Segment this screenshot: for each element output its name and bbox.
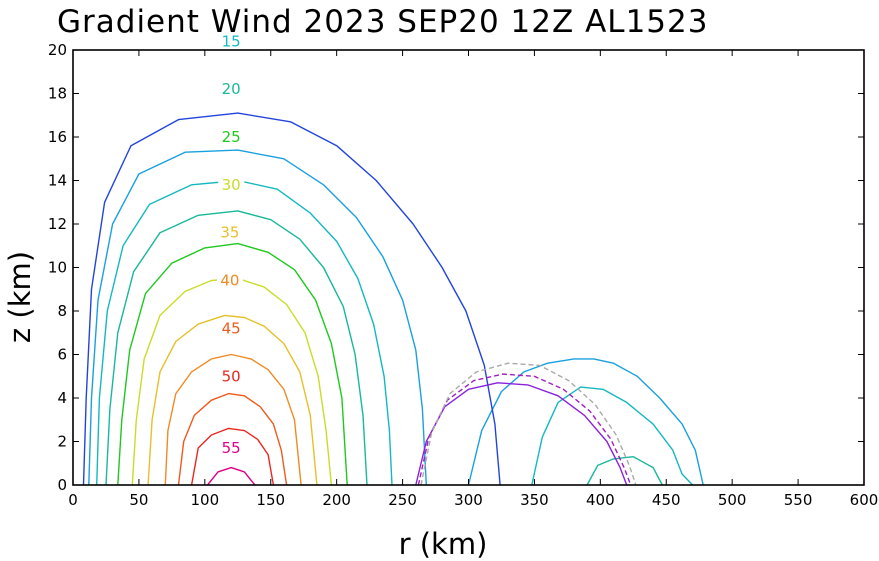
x-tick-label: 500 <box>718 491 747 509</box>
y-tick-label: 0 <box>57 476 67 494</box>
y-tick-label: 14 <box>48 172 67 190</box>
contour-label-40: 40 <box>220 272 239 290</box>
contour-label-bg <box>218 319 245 338</box>
y-tick-label: 6 <box>57 346 67 364</box>
contour-label-bg <box>218 439 245 458</box>
x-tick-label: 150 <box>256 491 285 509</box>
contour-line-10 <box>467 358 704 486</box>
contour-label-15: 15 <box>222 32 241 50</box>
contour-label-10: 10 <box>222 0 241 2</box>
contour-line-45 <box>177 392 288 486</box>
contour-label-20: 20 <box>222 80 241 98</box>
chart-title: Gradient Wind 2023 SEP20 12Z AL1523 <box>57 4 708 40</box>
x-tick-label: 50 <box>129 491 148 509</box>
contour-label-55: 55 <box>222 439 241 457</box>
y-tick-label: 20 <box>48 41 67 59</box>
contour-label-45: 45 <box>222 319 241 337</box>
contour-line-10 <box>88 149 427 486</box>
contour-label-bg <box>218 128 245 146</box>
x-axis-label: r (km) <box>399 527 488 561</box>
x-tick-label: 550 <box>784 491 813 509</box>
contour-label-bg <box>218 32 245 51</box>
contour-label-30: 30 <box>222 176 241 194</box>
contour-line-25 <box>117 242 348 486</box>
y-tick-label: 18 <box>48 85 67 103</box>
contour-line-35 <box>147 314 318 486</box>
contour-lines <box>82 112 704 486</box>
y-axis-ticks: 0 2 4 6 8 10 12 14 16 18 20 <box>48 41 864 494</box>
x-tick-label: 300 <box>454 491 483 509</box>
contour-label-bg <box>216 223 243 242</box>
x-tick-label: 0 <box>68 491 78 509</box>
contour-line-50 <box>190 427 275 486</box>
contour-label-bg <box>218 80 245 99</box>
x-tick-label: 350 <box>520 491 549 509</box>
contour-line-55 <box>206 466 256 486</box>
x-tick-label: 400 <box>586 491 615 509</box>
contour-label-bg <box>218 0 245 3</box>
contour-line-5 <box>82 112 501 486</box>
y-axis-label: z (km) <box>3 251 37 343</box>
contour-line--10 <box>420 362 637 486</box>
contour-label-35: 35 <box>220 224 239 242</box>
contour-label-25: 25 <box>222 128 241 146</box>
contour-label-bg <box>216 271 243 290</box>
contour-label-bg <box>218 367 245 386</box>
contour-labels: 5550454035302520151050-5-10 <box>216 0 245 458</box>
contour-line-0 <box>415 382 628 486</box>
x-tick-label: 250 <box>388 491 417 509</box>
contour-line--5 <box>417 373 632 486</box>
y-tick-label: 16 <box>48 128 67 146</box>
x-tick-label: 200 <box>322 491 351 509</box>
x-tick-label: 600 <box>850 491 879 509</box>
y-tick-label: 8 <box>57 302 67 320</box>
y-tick-label: 4 <box>57 389 67 407</box>
x-tick-label: 100 <box>191 491 220 509</box>
contour-line-15 <box>96 179 393 486</box>
contour-label-50: 50 <box>222 367 241 385</box>
contour-label-bg <box>218 175 245 194</box>
contour-line-40 <box>164 353 302 486</box>
x-axis-ticks: 0 50 100 150 200 250 300 350 400 450 500 550 600 <box>68 50 878 509</box>
y-tick-label: 10 <box>48 259 67 277</box>
y-tick-label: 2 <box>57 433 67 451</box>
contour-line-20 <box>586 456 663 486</box>
contour-line-20 <box>105 210 368 486</box>
y-tick-label: 12 <box>48 215 67 233</box>
plot-frame <box>72 49 865 486</box>
x-tick-label: 450 <box>652 491 681 509</box>
contour-line-15 <box>531 386 694 486</box>
